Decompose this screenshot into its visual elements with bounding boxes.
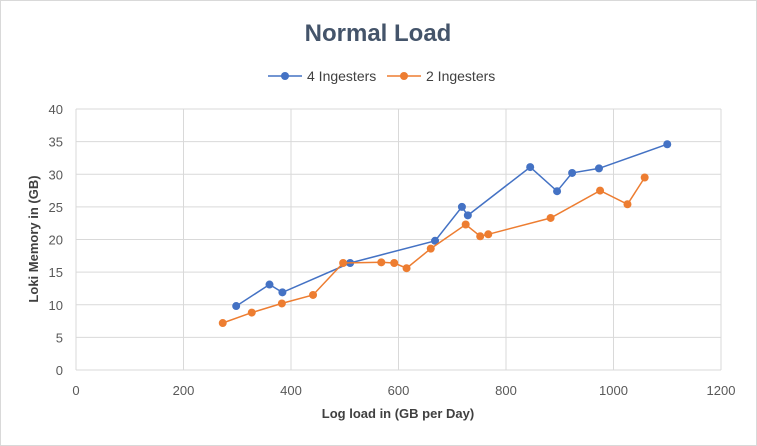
y-axis-ticks: 0 5 10 15 20 25 30 35 40 (49, 102, 63, 378)
data-point-2-ingesters (390, 258, 399, 267)
data-point-4-ingesters (431, 236, 440, 245)
data-point-2-ingesters (402, 264, 411, 273)
data-point-2-ingesters (484, 230, 493, 239)
data-point-2-ingesters (476, 232, 485, 241)
x-tick-label: 400 (280, 383, 302, 398)
x-tick-label: 0 (72, 383, 79, 398)
data-point-4-ingesters (568, 168, 577, 177)
x-tick-label: 800 (495, 383, 517, 398)
data-point-2-ingesters (339, 258, 348, 267)
legend-label-2-ingesters: 2 Ingesters (426, 68, 495, 84)
y-tick-label: 15 (49, 265, 63, 280)
data-point-2-ingesters (377, 258, 386, 267)
data-point-2-ingesters (461, 220, 470, 229)
legend-marker-2-ingesters (400, 72, 408, 80)
legend-item-2-ingesters: 2 Ingesters (387, 68, 495, 84)
x-tick-label: 200 (173, 383, 195, 398)
y-tick-label: 25 (49, 200, 63, 215)
chart-title: Normal Load (305, 20, 452, 47)
data-point-4-ingesters (663, 140, 672, 149)
data-point-4-ingesters (278, 288, 287, 297)
x-tick-label: 1000 (599, 383, 628, 398)
data-point-2-ingesters (596, 186, 605, 195)
data-point-2-ingesters (277, 299, 286, 308)
data-point-4-ingesters (553, 187, 562, 196)
series-line-2-ingesters (222, 177, 646, 324)
y-tick-label: 35 (49, 135, 63, 150)
gridlines (75, 108, 722, 371)
y-tick-label: 10 (49, 298, 63, 313)
data-point-2-ingesters (426, 244, 435, 253)
data-point-4-ingesters (457, 202, 466, 211)
x-tick-label: 1200 (707, 383, 736, 398)
data-point-2-ingesters (546, 213, 555, 222)
data-point-2-ingesters (640, 173, 649, 182)
y-axis-title: Loki Memory in (GB) (26, 175, 41, 302)
data-point-2-ingesters (218, 319, 227, 328)
y-tick-label: 30 (49, 167, 63, 182)
y-tick-label: 20 (49, 233, 63, 248)
data-series (218, 140, 672, 328)
data-point-2-ingesters (247, 308, 256, 317)
y-tick-label: 40 (49, 102, 63, 117)
y-tick-label: 5 (56, 330, 63, 345)
data-point-2-ingesters (309, 290, 318, 299)
x-tick-label: 600 (388, 383, 410, 398)
legend-label-4-ingesters: 4 Ingesters (307, 68, 376, 84)
data-point-2-ingesters (623, 200, 632, 209)
legend: 4 Ingesters 2 Ingesters (268, 68, 495, 84)
x-axis-title: Log load in (GB per Day) (322, 406, 474, 421)
data-point-4-ingesters (463, 211, 472, 220)
x-axis-ticks: 0 200 400 600 800 1000 1200 (72, 383, 735, 398)
data-point-4-ingesters (594, 164, 603, 173)
series-2-ingesters (218, 173, 649, 328)
y-tick-label: 0 (56, 363, 63, 378)
data-point-4-ingesters (265, 280, 274, 289)
series-4-ingesters (232, 140, 672, 311)
data-point-4-ingesters (526, 163, 535, 172)
legend-marker-4-ingesters (281, 72, 289, 80)
data-point-4-ingesters (232, 302, 241, 311)
legend-item-4-ingesters: 4 Ingesters (268, 68, 376, 84)
